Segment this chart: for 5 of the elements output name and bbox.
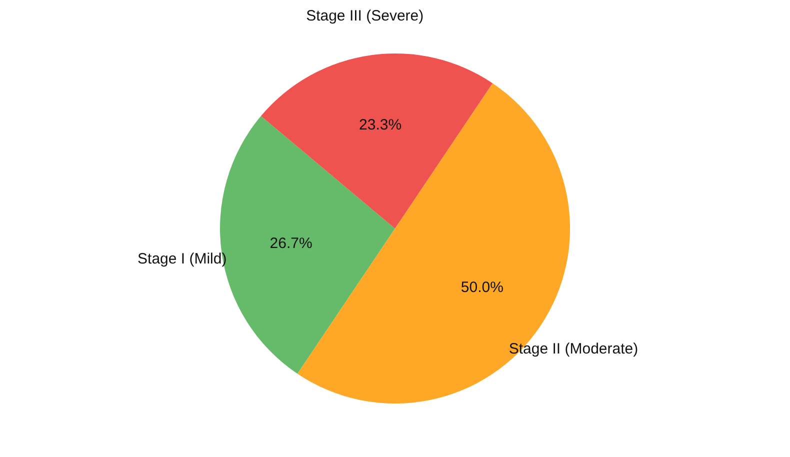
data-label: 26.7%	[270, 235, 312, 252]
pie-slice	[260, 54, 493, 228]
data-label: 50.0%	[460, 279, 504, 296]
data-label: 23.3%	[359, 116, 402, 134]
slice-label: Stage III (Severe)	[306, 8, 424, 25]
